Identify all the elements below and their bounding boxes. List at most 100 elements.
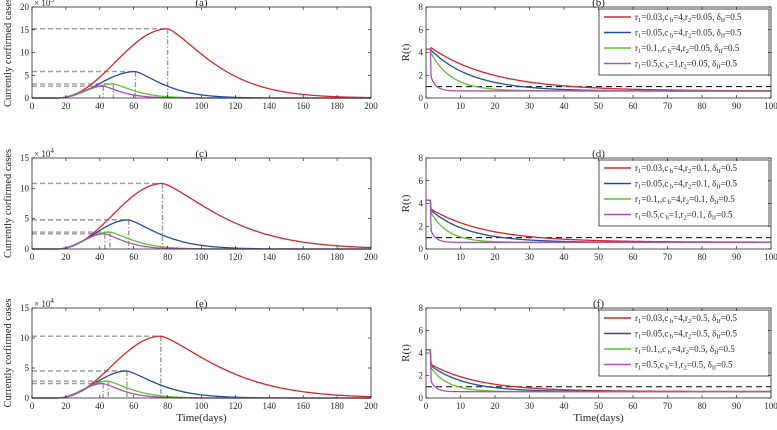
y-tick-label: 20 — [20, 2, 30, 12]
y-tick-label: 5 — [25, 214, 30, 224]
axes-frame — [31, 307, 372, 399]
y-tick-label: 10 — [20, 48, 30, 58]
y-tick-label: 8 — [419, 303, 424, 313]
x-tick-label: 0 — [424, 252, 429, 262]
x-tick-label: 0 — [424, 401, 429, 411]
panel-c: 0 20 40 60 80 100 120 140 160 180 200 0 5 10 15 (c) Curr… — [3, 147, 378, 262]
x-tick-label: 20 — [491, 401, 501, 411]
y-tick-label: 8 — [419, 153, 424, 163]
legend-entry: r1=0.5,c b=1,r2=0.1, δIf=0.5 — [635, 210, 733, 222]
x-tick-label: 50 — [594, 401, 604, 411]
x-tick-label: 10 — [456, 101, 466, 111]
legend-entry: r1=0.1,,c b=4,r2=0.5, δIf=0.5 — [635, 344, 735, 356]
x-tick-label: 100 — [764, 252, 777, 262]
legend-entry: r1=0.05,c b=4,r2=0.1, δIf=0.5 — [635, 179, 738, 191]
x-tick-label: 40 — [95, 252, 105, 262]
x-tick-label: 20 — [61, 101, 71, 111]
series-line-purple — [426, 199, 771, 244]
x-tick-label: 60 — [629, 101, 639, 111]
x-tick-label: 160 — [296, 101, 310, 111]
x-tick-label: 20 — [61, 401, 71, 411]
legend-entry: r1=0.1,,c b=4,r2=0.1, δIf=0.5 — [635, 194, 735, 206]
y-axis-label: R(t) — [400, 344, 412, 362]
legend-entry: r1=0.05,c b=4,r2=0.05, δIf=0.5 — [635, 28, 742, 40]
x-tick-label: 100 — [195, 252, 209, 262]
axes-frame — [31, 157, 372, 250]
x-tick-label: 80 — [698, 401, 708, 411]
legend-entry: r1=0.03,c b=4,r2=0.5, δIf=0.5 — [635, 313, 738, 325]
x-tick-label: 50 — [594, 252, 604, 262]
panel-e: 0 20 40 60 80 100 120 140 160 180 200 0 5 10 15 (e) Curr… — [3, 297, 378, 424]
legend: r1=0.03,c b=4,r2=0.05, δIf=0.5 r1=0.05,c … — [598, 8, 770, 76]
x-tick-label: 60 — [629, 401, 639, 411]
legend: r1=0.03,c b=4,r2=0.1, δIf=0.5 r1=0.05,c b… — [598, 159, 770, 227]
y-tick-label: 0 — [419, 244, 424, 254]
y-tick-label: 4 — [419, 48, 424, 58]
x-tick-label: 180 — [330, 101, 344, 111]
x-tick-label: 10 — [456, 401, 466, 411]
x-tick-label: 60 — [129, 401, 139, 411]
x-tick-label: 30 — [525, 101, 535, 111]
y-tick-label: 15 — [20, 25, 30, 35]
y-axis-label: R(t) — [400, 194, 412, 212]
legend-entry: r1=0.5,c b=1,r2=0.05, δIf=0.5 — [635, 59, 738, 71]
legend-entry: r1=0.05,c b=4,r2=0.5, δIf=0.5 — [635, 329, 738, 341]
panel-f: r1=0.03,c b=4,r2=0.5, δIf=0.5 r1=0.05,c b… — [400, 298, 777, 424]
y-tick-label: 0 — [419, 393, 424, 403]
x-tick-label: 60 — [129, 101, 139, 111]
series-line-red — [32, 335, 372, 399]
panel-b: r1=0.03,c b=4,r2=0.05, δIf=0.5 r1=0.05,c … — [400, 0, 777, 111]
y-axis-label: R(t) — [400, 43, 412, 61]
x-tick-label: 30 — [525, 401, 535, 411]
y-axis-label: Currently corfirmed cases — [3, 149, 14, 258]
legend: r1=0.03,c b=4,r2=0.5, δIf=0.5 r1=0.05,c b… — [598, 309, 770, 377]
x-tick-label: 30 — [525, 252, 535, 262]
y-tick-label: 0 — [25, 393, 30, 403]
y-tick-label: 10 — [20, 333, 30, 343]
x-tick-label: 160 — [296, 401, 310, 411]
y-tick-label: 6 — [419, 25, 424, 35]
x-tick-label: 70 — [663, 101, 673, 111]
y-tick-label: 6 — [419, 326, 424, 336]
x-tick-label: 80 — [163, 401, 173, 411]
x-tick-label: 100 — [195, 101, 209, 111]
x-tick-label: 180 — [330, 401, 344, 411]
x-tick-label: 200 — [364, 252, 378, 262]
x-tick-label: 100 — [195, 401, 209, 411]
x-tick-label: 40 — [560, 252, 570, 262]
series-line-blue — [32, 70, 371, 99]
series-line-purple — [426, 48, 771, 92]
x-tick-label: 200 — [364, 401, 378, 411]
y-tick-label: 15 — [20, 303, 30, 313]
x-tick-label: 70 — [663, 401, 673, 411]
x-tick-label: 20 — [491, 101, 501, 111]
y-tick-label: 15 — [20, 153, 30, 163]
legend-entry: r1=0.03,c b=4,r2=0.05, δIf=0.5 — [635, 12, 742, 24]
x-tick-label: 90 — [732, 101, 742, 111]
x-tick-label: 120 — [229, 401, 243, 411]
series-line-purple — [426, 348, 771, 393]
x-tick-label: 40 — [95, 101, 105, 111]
x-tick-label: 90 — [732, 252, 742, 262]
panel-title: (e) — [195, 298, 208, 310]
x-tick-label: 60 — [129, 252, 139, 262]
x-tick-label: 40 — [560, 401, 570, 411]
x-tick-label: 80 — [163, 101, 173, 111]
panel-title: (a) — [195, 0, 208, 9]
y-tick-label: 5 — [25, 363, 30, 373]
series-line-red — [32, 28, 372, 99]
x-tick-label: 120 — [229, 252, 243, 262]
y-tick-label: 2 — [419, 221, 424, 231]
y-axis-label: Currently corfirmed cases — [3, 298, 14, 407]
x-tick-label: 160 — [296, 252, 310, 262]
x-tick-label: 140 — [263, 252, 277, 262]
x-axis-label: Time(days) — [176, 412, 227, 424]
x-tick-label: 70 — [663, 252, 673, 262]
x-tick-label: 80 — [163, 252, 173, 262]
panel-title: (b) — [592, 0, 605, 9]
legend-entry: r1=0.5,c b=1,r2=0.5, δIf=0.5 — [635, 360, 733, 372]
y-tick-label: 2 — [419, 371, 424, 381]
y-tick-label: 4 — [419, 199, 424, 209]
panel-title: (c) — [195, 148, 208, 160]
x-tick-label: 180 — [330, 252, 344, 262]
